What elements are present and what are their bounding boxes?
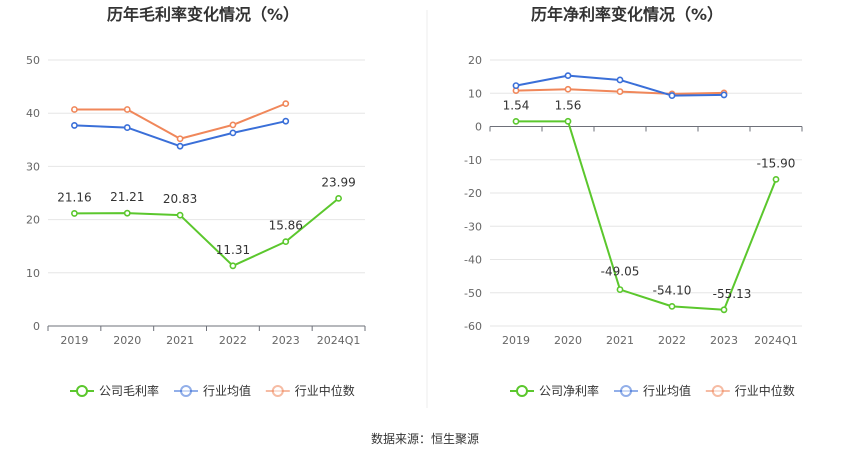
gross-margin-chart: 历年毛利率变化情况（%） 0 10 20 30 40 50 2019 2020 2021 2022 2… bbox=[26, 5, 366, 398]
y-tick-label: -50 bbox=[464, 287, 482, 300]
data-label: 23.99 bbox=[321, 175, 355, 189]
legend-label: 行业均值 bbox=[643, 383, 691, 398]
data-point-industry_avg bbox=[176, 142, 184, 150]
legend-item-industry_median: 行业中位数 bbox=[265, 383, 355, 398]
data-point-industry_median bbox=[176, 135, 184, 143]
data-point-industry_avg bbox=[564, 72, 572, 80]
x-tick-label: 2022 bbox=[658, 334, 686, 347]
x-tick-label: 2022 bbox=[219, 334, 247, 347]
y-tick-label: 50 bbox=[26, 54, 40, 67]
data-label: 11.31 bbox=[216, 243, 250, 257]
y-tick-label: 20 bbox=[26, 214, 40, 227]
y-tick-label: -10 bbox=[464, 154, 482, 167]
y-tick-label: -40 bbox=[464, 254, 482, 267]
data-label: 15.86 bbox=[269, 219, 303, 233]
y-tick-label: 20 bbox=[468, 54, 482, 67]
data-label: 21.16 bbox=[57, 190, 91, 204]
series-line-industry_avg bbox=[74, 120, 286, 148]
legend-marker bbox=[711, 385, 724, 397]
data-point-company bbox=[229, 262, 237, 270]
x-tick-label: 2019 bbox=[502, 334, 530, 347]
data-point-industry_avg bbox=[71, 122, 78, 129]
x-tick-label: 2024Q1 bbox=[754, 334, 798, 347]
series-line-company bbox=[515, 120, 777, 311]
legend-marker bbox=[180, 385, 192, 397]
data-point-company bbox=[512, 117, 520, 125]
y-tick-label: 0 bbox=[475, 121, 482, 134]
data-point-industry_avg bbox=[512, 82, 520, 90]
data-point-company bbox=[564, 117, 572, 125]
data-point-company bbox=[123, 209, 131, 217]
chart-title: 历年净利率变化情况（%） bbox=[531, 5, 723, 24]
data-label: 1.54 bbox=[503, 98, 530, 112]
data-label: -54.10 bbox=[653, 283, 692, 297]
chart-title: 历年毛利率变化情况（%） bbox=[107, 5, 299, 24]
legend-label: 行业中位数 bbox=[735, 383, 795, 398]
data-point-industry_avg bbox=[282, 117, 290, 125]
series-line-company bbox=[74, 197, 340, 267]
data-point-industry_avg bbox=[123, 124, 131, 131]
legend-marker bbox=[271, 385, 284, 397]
series-line-industry_median bbox=[74, 102, 287, 140]
x-tick-label: 2019 bbox=[60, 334, 88, 347]
data-point-industry_median bbox=[616, 88, 624, 95]
data-point-industry_median bbox=[229, 121, 237, 129]
x-tick-label: 2020 bbox=[113, 334, 141, 347]
y-tick-label: -20 bbox=[464, 187, 482, 200]
data-point-industry_avg bbox=[668, 92, 676, 99]
data-point-company bbox=[71, 210, 78, 217]
data-label: -49.05 bbox=[601, 265, 640, 279]
net-margin-chart: 历年净利率变化情况（%） -60 -50 -40 -30 -20 -10 0 10 20 2019 2… bbox=[464, 5, 803, 398]
legend-item-industry_median: 行业中位数 bbox=[705, 383, 795, 398]
data-point-industry_avg bbox=[720, 91, 728, 99]
legend-marker bbox=[516, 385, 528, 397]
data-point-industry_avg bbox=[616, 76, 624, 84]
x-tick-label: 2023 bbox=[272, 334, 300, 347]
y-tick-label: 10 bbox=[468, 87, 482, 100]
y-tick-label: 0 bbox=[33, 320, 40, 333]
y-tick-label: -30 bbox=[464, 220, 482, 233]
x-tick-label: 2023 bbox=[710, 334, 738, 347]
legend-item-industry_avg: 行业均值 bbox=[174, 383, 251, 398]
data-point-company bbox=[176, 211, 184, 219]
data-point-industry_median bbox=[123, 106, 131, 113]
data-point-industry_avg bbox=[229, 129, 237, 137]
data-label: 20.83 bbox=[163, 192, 197, 206]
x-tick-label: 2024Q1 bbox=[317, 334, 361, 347]
x-tick-label: 2021 bbox=[606, 334, 634, 347]
legend-item-industry_avg: 行业均值 bbox=[614, 383, 691, 398]
data-label: -15.90 bbox=[757, 156, 796, 170]
data-point-company bbox=[720, 306, 728, 314]
data-label: 21.21 bbox=[110, 190, 144, 204]
y-tick-label: -60 bbox=[464, 320, 482, 333]
data-point-industry_median bbox=[564, 85, 572, 93]
legend-label: 行业中位数 bbox=[295, 383, 355, 398]
legend-item-company: 公司毛利率 bbox=[70, 383, 159, 398]
data-point-company bbox=[335, 194, 342, 202]
data-point-company bbox=[616, 286, 624, 293]
legend-label: 公司净利率 bbox=[539, 383, 599, 398]
y-tick-label: 10 bbox=[26, 267, 40, 280]
legend-label: 行业均值 bbox=[203, 383, 251, 398]
data-point-company bbox=[282, 238, 290, 246]
legend-item-company: 公司净利率 bbox=[510, 383, 599, 398]
data-point-company bbox=[668, 302, 676, 310]
data-point-industry_median bbox=[282, 100, 290, 108]
data-label: -55.13 bbox=[713, 287, 752, 301]
x-tick-label: 2021 bbox=[166, 334, 194, 347]
data-label: 1.56 bbox=[555, 98, 582, 112]
y-tick-label: 40 bbox=[26, 107, 40, 120]
legend-marker bbox=[76, 385, 88, 397]
x-tick-label: 2020 bbox=[554, 334, 582, 347]
source-note: 数据来源：恒生聚源 bbox=[371, 431, 479, 446]
y-tick-label: 30 bbox=[26, 160, 40, 173]
legend-marker bbox=[620, 385, 632, 397]
data-point-company bbox=[772, 175, 780, 183]
legend-label: 公司毛利率 bbox=[99, 383, 159, 398]
data-point-industry_median bbox=[71, 106, 78, 113]
